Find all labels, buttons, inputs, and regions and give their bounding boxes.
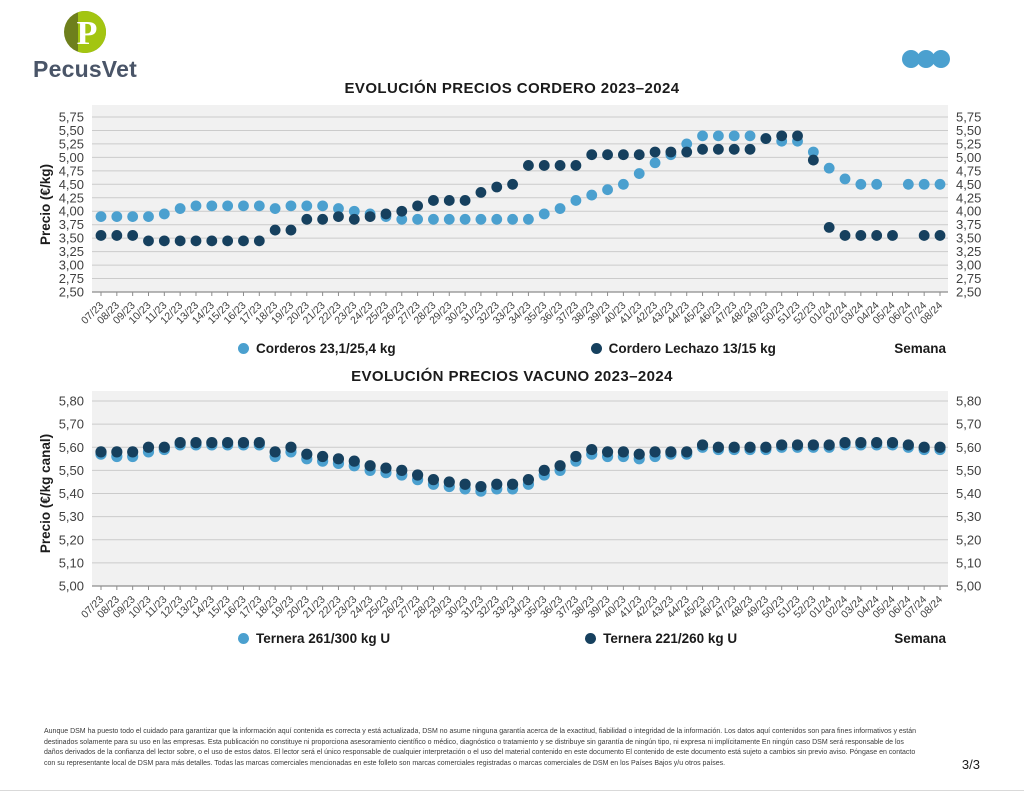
svg-text:5,40: 5,40 [59,486,84,501]
svg-text:5,20: 5,20 [59,532,84,547]
svg-text:2,50: 2,50 [59,285,84,300]
gridlines [92,400,948,587]
svg-text:5,50: 5,50 [59,463,84,478]
cordero-legend: Corderos 23,1/25,4 kg Cordero Lechazo 13… [0,341,1024,356]
svg-text:3,25: 3,25 [956,244,981,259]
legend-label: Corderos 23,1/25,4 kg [256,341,396,356]
svg-text:4,50: 4,50 [59,177,84,192]
legend-item-corderos: Corderos 23,1/25,4 kg [238,341,396,356]
svg-text:5,20: 5,20 [956,532,981,547]
svg-text:5,40: 5,40 [956,486,981,501]
svg-text:5,75: 5,75 [956,110,981,125]
svg-text:5,60: 5,60 [59,440,84,455]
y-axis-title: Precio (€/kg) [38,164,53,245]
legend-label: Cordero Lechazo 13/15 kg [608,341,776,356]
svg-text:5,25: 5,25 [956,136,981,151]
x-axis-title: Semana [894,341,946,356]
svg-text:4,25: 4,25 [956,190,981,205]
svg-text:3,75: 3,75 [59,217,84,232]
svg-text:2,75: 2,75 [59,271,84,286]
x-tick-labels: 07/2308/2309/2310/2311/2312/2313/2314/23… [79,292,945,327]
vacuno-legend: Ternera 261/300 kg U Ternera 221/260 kg … [0,631,1024,646]
series-1-dots [95,437,946,493]
vacuno-chart-section: EVOLUCIÓN PRECIOS VACUNO 2023–2024 5,80 5… [0,368,1024,646]
svg-text:3,00: 3,00 [956,258,981,273]
svg-text:4,75: 4,75 [956,163,981,178]
x-axis-title: Semana [894,631,946,646]
vacuno-chart-title: EVOLUCIÓN PRECIOS VACUNO 2023–2024 [351,368,673,385]
series-1-dots [95,130,946,247]
svg-text:5,50: 5,50 [956,463,981,478]
legend-item-lechazo: Cordero Lechazo 13/15 kg [590,341,776,356]
svg-text:5,10: 5,10 [956,555,981,570]
legend-dot-dark-navy-icon [585,633,597,644]
svg-text:5,00: 5,00 [59,579,84,594]
y-tick-labels: 5,80 5,80 5,70 5,70 5,60 5,60 5,50 5,50 5,40 5,40… [59,394,982,594]
svg-text:4,00: 4,00 [59,204,84,219]
svg-text:3,50: 3,50 [956,231,981,246]
svg-text:5,00: 5,00 [956,150,981,165]
x-tick-labels: 07/2308/2309/2310/2311/2312/2313/2314/23… [79,586,945,621]
page-number: 3/3 [961,757,980,772]
svg-text:4,00: 4,00 [956,204,981,219]
legend-label: Ternera 221/260 kg U [603,631,738,646]
legend-label: Ternera 261/300 kg U [256,631,391,646]
svg-text:2,75: 2,75 [956,271,981,286]
svg-text:4,75: 4,75 [59,163,84,178]
svg-text:P: P [77,15,98,52]
page-header: P PecusVet [0,0,1024,82]
svg-text:3,00: 3,00 [59,258,84,273]
legend-dot-light-blue-icon [238,343,249,354]
vacuno-scatter-chart: 5,80 5,80 5,70 5,70 5,60 5,60 5,50 5,50 5,40 5,40… [38,391,982,621]
pecusvet-logo: P PecusVet [30,8,140,83]
svg-text:5,10: 5,10 [59,555,84,570]
legend-item-ternera-261-300: Ternera 261/300 kg U [238,631,390,646]
svg-text:5,60: 5,60 [956,440,981,455]
svg-text:5,50: 5,50 [956,123,981,138]
svg-text:5,80: 5,80 [956,394,981,409]
svg-text:5,80: 5,80 [59,394,84,409]
plot-area [92,105,948,292]
svg-text:3,50: 3,50 [59,231,84,246]
svg-text:3,75: 3,75 [956,217,981,232]
svg-text:4,50: 4,50 [956,177,981,192]
pecusvet-logo-icon: P [64,11,106,53]
page-footer: Aunque DSM ha puesto todo el cuidado par… [0,721,1024,791]
svg-text:5,30: 5,30 [956,509,981,524]
svg-text:5,00: 5,00 [59,150,84,165]
svg-text:5,00: 5,00 [956,579,981,594]
disclaimer-text: Aunque DSM ha puesto todo el cuidado par… [44,728,917,767]
legend-item-ternera-221-260: Ternera 221/260 kg U [585,631,737,646]
legend-dot-light-blue-icon [238,633,249,644]
svg-text:5,70: 5,70 [59,417,84,432]
legend-dot-dark-navy-icon [590,343,602,354]
svg-text:5,50: 5,50 [59,123,84,138]
svg-text:3,25: 3,25 [59,244,84,259]
plot-area [92,391,948,586]
svg-text:5,75: 5,75 [59,110,84,125]
y-tick-labels: 5,75 5,755,50 5,505,25 5,255,00 5,004,75 4,75… [59,110,982,300]
svg-text:4,25: 4,25 [59,190,84,205]
svg-text:5,30: 5,30 [59,509,84,524]
svg-text:2,50: 2,50 [956,285,981,300]
three-dots-menu-icon[interactable] [900,48,962,70]
cordero-chart-section: EVOLUCIÓN PRECIOS CORDERO 2023–2024 5,75… [0,80,1024,356]
svg-text:5,25: 5,25 [59,136,84,151]
svg-text:5,70: 5,70 [956,417,981,432]
cordero-chart-title: EVOLUCIÓN PRECIOS CORDERO 2023–2024 [344,80,680,97]
gridlines [92,116,948,293]
y-axis-title: Precio (€/kg canal) [38,434,53,553]
brand-name: PecusVet [33,56,137,82]
cordero-scatter-chart: 5,75 5,755,50 5,505,25 5,255,00 5,004,75 4,75… [38,105,982,327]
